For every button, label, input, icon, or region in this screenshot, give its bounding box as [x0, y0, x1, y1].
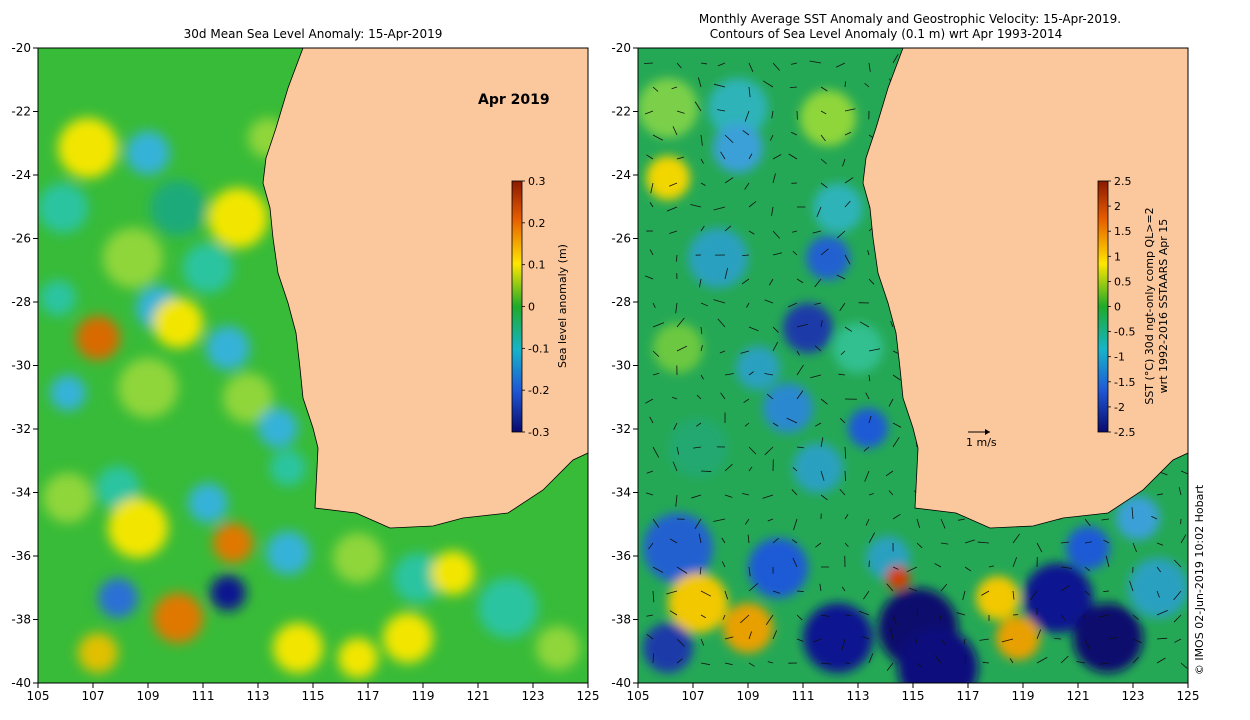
- lon-tick-label: 117: [957, 689, 980, 703]
- lat-tick-label: -26: [11, 232, 31, 246]
- lat-tick-label: -40: [11, 676, 31, 690]
- lon-tick-label: 115: [902, 689, 925, 703]
- colorbar-tick-label: 2: [1114, 200, 1121, 213]
- lon-tick-label: 113: [847, 689, 870, 703]
- axis-ticks: 105 107 109 111 113 115 117 119 121 123 125-20-22-…: [11, 41, 1199, 703]
- sla-colorbar-label: Sea level anomaly (m): [556, 244, 569, 368]
- colorbar-tick-label: 1.5: [1114, 225, 1132, 238]
- colorbar-tick-label: -2.5: [1114, 426, 1135, 439]
- lat-tick-label: -28: [611, 295, 631, 309]
- sst-title-line1: Monthly Average SST Anomaly and Geostrop…: [699, 12, 1121, 26]
- lat-tick-label: -30: [611, 359, 631, 373]
- lon-tick-label: 119: [1012, 689, 1035, 703]
- sst-anomaly-field: [638, 78, 1188, 683]
- month-label: Apr 2019: [478, 92, 550, 108]
- sla-map-field: [38, 48, 588, 683]
- lat-tick-label: -32: [611, 422, 631, 436]
- lon-tick-label: 105: [627, 689, 650, 703]
- lat-tick-label: -36: [611, 549, 631, 563]
- lon-tick-label: 113: [247, 689, 270, 703]
- sst-map-field: [638, 48, 1188, 683]
- sst-colorbar-scale: [1097, 180, 1109, 433]
- lon-tick-label: 121: [467, 689, 490, 703]
- lat-tick-label: -36: [11, 549, 31, 563]
- lat-tick-label: -30: [11, 359, 31, 373]
- colorbar-tick-label: 1: [1114, 250, 1121, 263]
- sla-title: 30d Mean Sea Level Anomaly: 15-Apr-2019: [184, 27, 443, 41]
- lon-tick-label: 105: [27, 689, 50, 703]
- lat-tick-label: -32: [11, 422, 31, 436]
- lon-tick-label: 107: [682, 689, 705, 703]
- sst-colorbar-label-line2: wrt 1992-2016 SSTAARS Apr 15: [1157, 219, 1170, 394]
- lat-tick-label: -22: [611, 105, 631, 119]
- lat-tick-label: -22: [11, 105, 31, 119]
- colorbar-tick-label: 0: [528, 301, 535, 314]
- sst-colorbar: 2.5 2 1.5 1 0.5 0 -0.5 -1 -1.5 -2 -2.5 SST (°C) 30…: [1097, 175, 1170, 439]
- lat-tick-label: -38: [611, 613, 631, 627]
- colorbar-tick-label: -0.1: [528, 342, 549, 355]
- colorbar-tick-label: 0.2: [528, 217, 546, 230]
- lon-tick-label: 121: [1067, 689, 1090, 703]
- lon-tick-label: 111: [192, 689, 215, 703]
- sst-map-panel: Monthly Average SST Anomaly and Geostrop…: [637, 12, 1189, 684]
- colorbar-tick-label: -0.3: [528, 426, 549, 439]
- sla-map-panel: 30d Mean Sea Level Anomaly: 15-Apr-2019 …: [37, 27, 589, 684]
- lat-tick-label: -24: [611, 168, 631, 182]
- land-mass: [262, 48, 588, 529]
- lon-tick-label: 123: [522, 689, 545, 703]
- lat-tick-label: -34: [11, 486, 31, 500]
- lon-tick-label: 125: [577, 689, 600, 703]
- lon-tick-label: 109: [137, 689, 160, 703]
- lat-tick-label: -34: [611, 486, 631, 500]
- lon-tick-label: 109: [737, 689, 760, 703]
- lon-tick-label: 107: [82, 689, 105, 703]
- lon-tick-label: 117: [357, 689, 380, 703]
- sst-title-line2: Contours of Sea Level Anomaly (0.1 m) wr…: [710, 27, 1062, 41]
- colorbar-tick-label: 0.1: [528, 259, 546, 272]
- colorbar-tick-label: 0.3: [528, 175, 546, 188]
- colorbar-tick-label: -0.5: [1114, 326, 1135, 339]
- colorbar-tick-label: 2.5: [1114, 175, 1132, 188]
- colorbar-tick-label: -1.5: [1114, 376, 1135, 389]
- lat-tick-label: -38: [11, 613, 31, 627]
- sla-anomaly-field: [38, 118, 580, 678]
- colorbar-tick-label: -1: [1114, 351, 1125, 364]
- lat-tick-label: -20: [611, 41, 631, 55]
- lon-tick-label: 123: [1122, 689, 1145, 703]
- lat-tick-label: -40: [611, 676, 631, 690]
- colorbar-tick-label: 0.5: [1114, 275, 1132, 288]
- lat-tick-label: -26: [611, 232, 631, 246]
- credit-text: © IMOS 02-Jun-2019 10:02 Hobart: [1193, 484, 1206, 675]
- colorbar-tick-label: -0.2: [528, 384, 549, 397]
- lat-tick-label: -24: [11, 168, 31, 182]
- sst-colorbar-label-line1: SST (°C) 30d ngt-only comp QL>=2: [1143, 207, 1156, 404]
- lon-tick-label: 125: [1177, 689, 1200, 703]
- lon-tick-label: 115: [302, 689, 325, 703]
- lat-tick-label: -20: [11, 41, 31, 55]
- velocity-scale-label: 1 m/s: [966, 436, 997, 449]
- colorbar-tick-label: -2: [1114, 401, 1125, 414]
- lat-tick-label: -28: [11, 295, 31, 309]
- velocity-scale-arrowhead: [985, 429, 990, 435]
- sla-colorbar-scale: [511, 180, 523, 433]
- lon-tick-label: 119: [412, 689, 435, 703]
- colorbar-tick-label: 0: [1114, 301, 1121, 314]
- velocity-scale: 1 m/s: [966, 429, 997, 449]
- sla-colorbar: 0.3 0.2 0.1 0 -0.1 -0.2 -0.3 Sea level anomaly…: [511, 175, 569, 439]
- lon-tick-label: 111: [792, 689, 815, 703]
